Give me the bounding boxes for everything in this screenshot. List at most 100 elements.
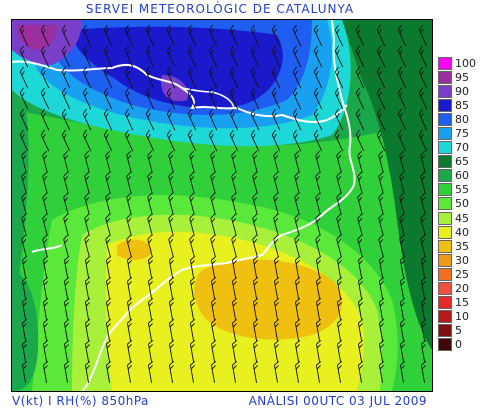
wind-barb	[147, 276, 154, 299]
wind-barb	[124, 66, 134, 89]
wind-barb	[42, 234, 48, 257]
wind-barb	[126, 192, 132, 215]
wind-barb	[399, 150, 405, 173]
legend-label: 30	[455, 253, 469, 267]
wind-barb	[231, 150, 237, 173]
wind-barb	[250, 87, 260, 110]
wind-barb	[208, 108, 218, 131]
wind-barb	[126, 234, 132, 257]
legend-swatch	[438, 56, 452, 70]
wind-barb	[63, 297, 70, 320]
wind-barb	[40, 108, 50, 131]
wind-barb	[126, 171, 132, 194]
wind-barb	[105, 360, 112, 383]
map-title: SERVEI METEOROLÒGIC DE CATALUNYA	[85, 2, 355, 16]
wind-barb	[84, 297, 91, 320]
wind-barb	[19, 45, 29, 68]
rh-field-65-east	[342, 20, 432, 350]
wind-barb	[399, 213, 405, 236]
wind-barb	[82, 45, 92, 68]
legend-label: 45	[455, 211, 469, 225]
rh-field-35-b	[117, 239, 152, 260]
wind-barb	[168, 297, 175, 320]
wind-barb	[84, 318, 91, 341]
wind-barb	[168, 339, 175, 362]
wind-barb	[273, 171, 279, 194]
legend-label: 100	[455, 56, 476, 70]
wind-barb	[124, 129, 134, 152]
wind-barb	[378, 318, 385, 341]
wind-barb	[271, 129, 281, 152]
legend-entry: 50	[438, 197, 484, 211]
wind-barb	[271, 108, 281, 131]
wind-barb	[334, 24, 344, 47]
wind-barb	[231, 171, 237, 194]
wind-barb	[231, 213, 237, 236]
wind-barb	[82, 108, 92, 131]
wind-barb	[355, 24, 365, 47]
wind-barb	[357, 339, 364, 362]
wind-barb	[231, 234, 237, 257]
legend-entry: 35	[438, 239, 484, 253]
wind-barb	[229, 45, 239, 68]
wind-barb	[292, 87, 302, 110]
wind-barb	[273, 150, 279, 173]
legend-label: 15	[455, 296, 469, 310]
wind-barb	[378, 192, 384, 215]
legend-entry: 25	[438, 267, 484, 281]
wind-barb	[42, 213, 48, 236]
wind-barb	[126, 150, 132, 173]
legend-entry: 80	[438, 112, 484, 126]
wind-barb	[189, 276, 196, 299]
legend-label: 80	[455, 112, 469, 126]
legend-label: 35	[455, 239, 469, 253]
wind-barb	[252, 255, 259, 278]
wind-barb	[42, 297, 49, 320]
legend-label: 60	[455, 169, 469, 183]
wind-barb	[40, 66, 50, 89]
wind-barb	[147, 297, 154, 320]
wind-barb	[103, 24, 113, 47]
wind-barb	[294, 318, 301, 341]
wind-barb	[355, 87, 365, 110]
wind-barb	[378, 360, 385, 383]
wind-barb	[273, 255, 280, 278]
wind-barb	[63, 150, 69, 173]
wind-barb	[231, 297, 238, 320]
wind-barb	[399, 276, 406, 299]
wind-barb	[355, 45, 365, 68]
wind-barb	[21, 213, 27, 236]
wind-barb	[84, 150, 90, 173]
wind-barb	[376, 66, 386, 89]
wind-barb	[315, 318, 322, 341]
wind-barb	[105, 339, 112, 362]
wind-barb	[418, 129, 428, 152]
wind-barb	[313, 129, 323, 152]
wind-barb	[105, 150, 111, 173]
wind-barb	[273, 234, 279, 257]
wind-barb	[376, 129, 386, 152]
map-canvas	[12, 20, 432, 391]
wind-barb	[210, 192, 216, 215]
wind-barb	[210, 297, 217, 320]
wind-barb	[420, 297, 427, 320]
wind-barb	[294, 276, 301, 299]
legend-entry: 95	[438, 70, 484, 84]
wind-barb	[334, 87, 344, 110]
rh-field-35	[194, 259, 343, 340]
wind-barb	[63, 255, 70, 278]
wind-barb	[397, 129, 407, 152]
wind-barb	[273, 360, 280, 383]
wind-barb	[250, 108, 260, 131]
wind-barb	[292, 45, 302, 68]
wind-barb	[357, 360, 364, 383]
wind-barb	[84, 234, 90, 257]
wind-barb	[357, 171, 363, 194]
wind-barb	[147, 150, 153, 173]
wind-barb	[231, 318, 238, 341]
wind-barb	[313, 45, 323, 68]
wind-barb	[147, 171, 153, 194]
wind-barb	[105, 255, 112, 278]
wind-barb	[376, 45, 386, 68]
wind-barb	[250, 129, 260, 152]
